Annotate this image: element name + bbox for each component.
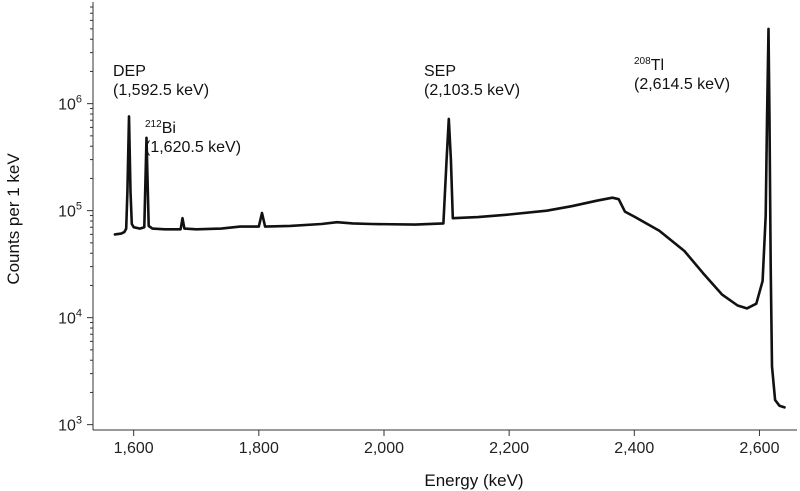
- peak-label-line: (1,592.5 keV): [113, 82, 209, 99]
- peak-label-line: (2,103.5 keV): [424, 82, 520, 99]
- y-axis-title: Counts per 1 keV: [4, 153, 23, 285]
- peak-label-line: (1,620.5 keV): [145, 139, 241, 156]
- spectrum-line: [113, 27, 786, 409]
- x-tick-label: 1,600: [114, 440, 154, 457]
- axes-layer: 1,600 1,800 2,000 2,200 2,400 2,600 103 104 105 1…: [58, 2, 797, 457]
- x-axis-title: Energy (keV): [424, 471, 523, 490]
- peak-label-tl: 208Tl (2,614.5 keV): [634, 56, 730, 93]
- peak-label-sep: SEP (2,103.5 keV): [424, 63, 520, 99]
- peak-label-line: SEP: [424, 63, 456, 80]
- peak-label-dep: DEP (1,592.5 keV): [113, 63, 209, 99]
- x-tick-label: 2,600: [739, 440, 779, 457]
- peak-label-bi: 212Bi (1,620.5 keV): [145, 119, 241, 156]
- peak-label-line: 208Tl: [634, 56, 664, 74]
- x-tick-label: 1,800: [239, 440, 279, 457]
- y-tick-label: 103: [58, 415, 82, 435]
- x-tick-label: 2,200: [489, 440, 529, 457]
- x-tick-label: 2,400: [614, 440, 654, 457]
- peak-label-line: DEP: [113, 63, 146, 80]
- annotations-layer: DEP (1,592.5 keV) 212Bi (1,620.5 keV) SEP (2,…: [113, 56, 730, 156]
- x-tick-label: 2,000: [364, 440, 404, 457]
- peak-label-line: 212Bi: [145, 119, 176, 137]
- series-layer: [113, 27, 786, 409]
- y-tick-label: 106: [58, 94, 82, 114]
- y-tick-label: 105: [58, 201, 82, 221]
- peak-label-line: (2,614.5 keV): [634, 76, 730, 93]
- y-tick-label: 104: [58, 308, 82, 328]
